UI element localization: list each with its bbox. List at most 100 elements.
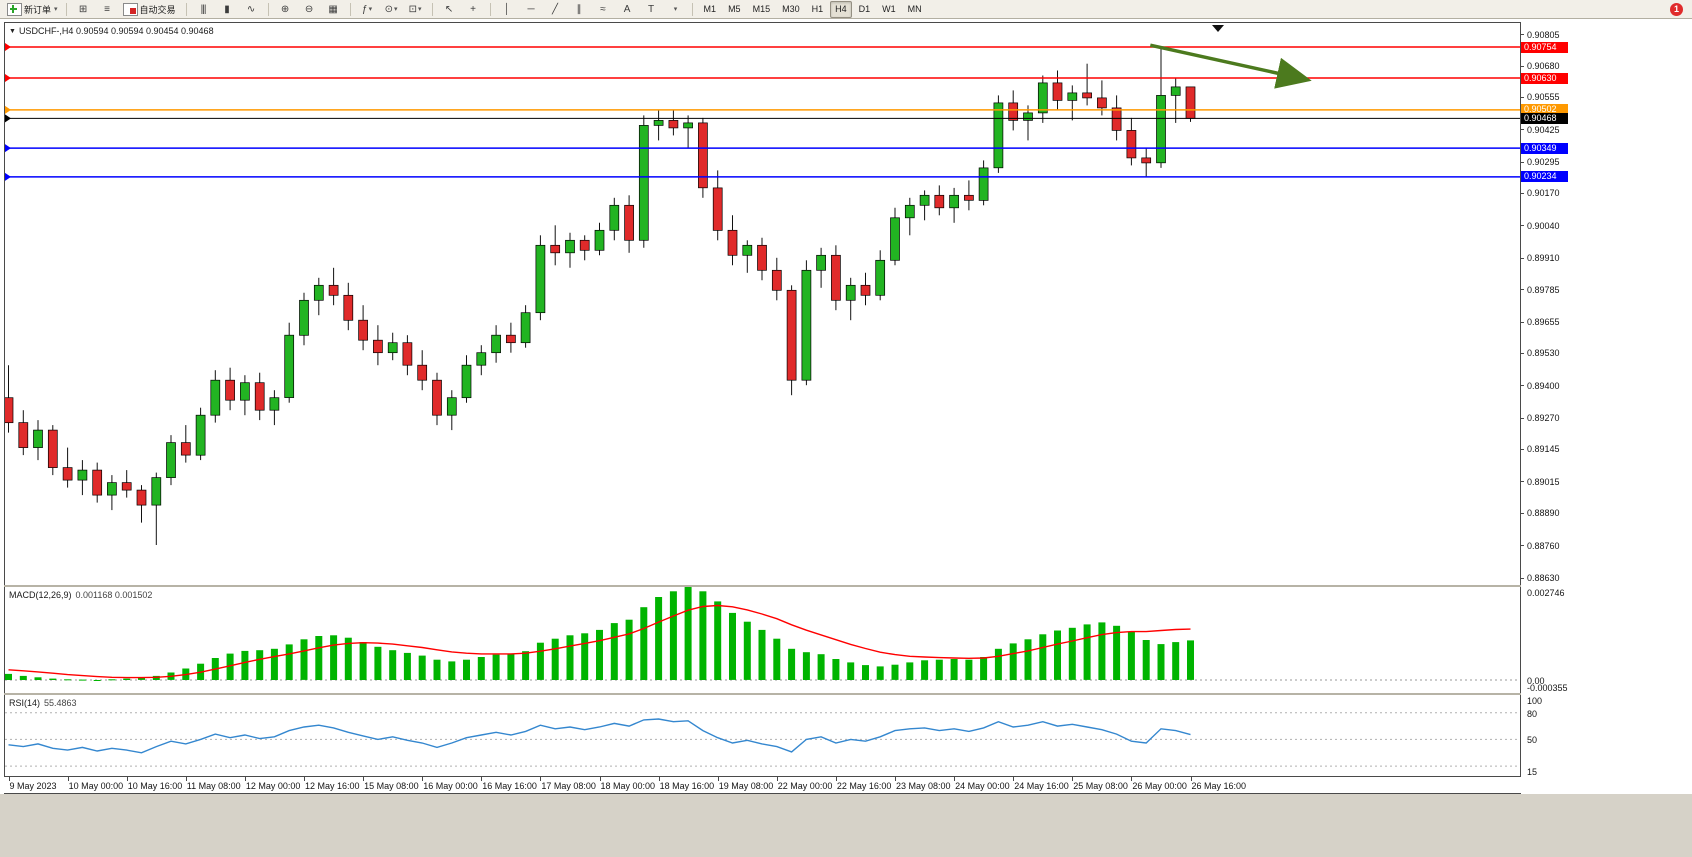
- zoom-out-button[interactable]: ⊖: [298, 1, 321, 18]
- price-axis-label: 0.90170: [1527, 188, 1560, 199]
- time-tick: [835, 777, 837, 781]
- periods-icon: ⊙: [384, 3, 393, 15]
- rsi-axis-label: 50: [1527, 735, 1538, 746]
- resistance-line-lower[interactable]: [5, 74, 1520, 82]
- axis-tick: [1521, 65, 1524, 67]
- support-line-upper[interactable]: [5, 144, 1520, 153]
- new-order-button[interactable]: 新订单 ▾: [4, 1, 61, 18]
- timeframe-button-m5[interactable]: M5: [728, 4, 741, 14]
- cursor-icon: ↖: [444, 3, 454, 15]
- collapse-triangle-icon[interactable]: ▼: [9, 27, 16, 35]
- time-tick: [540, 777, 542, 781]
- tile-windows-button[interactable]: ▦: [322, 1, 345, 18]
- timeframe-button-m1[interactable]: M1: [703, 4, 717, 14]
- axis-tick: [1521, 577, 1524, 579]
- profiles-button[interactable]: ≡: [96, 1, 119, 18]
- timeframe-button-w1[interactable]: W1: [882, 4, 896, 14]
- timeframe-button-m30[interactable]: M30: [782, 4, 800, 14]
- candlestick-chart-button[interactable]: ▮: [216, 1, 239, 18]
- zoom-in-button[interactable]: ⊕: [274, 1, 297, 18]
- pane-separator-rsi[interactable]: [4, 693, 1521, 695]
- notification-badge[interactable]: 1: [1670, 2, 1683, 16]
- price-tag-0.90754: 0.90754: [1521, 41, 1568, 53]
- crosshair-icon: +: [470, 3, 476, 15]
- rsi-axis-label: 15: [1527, 766, 1538, 777]
- macd-axis-label: 0.00: [1527, 676, 1545, 686]
- line-left-marker-icon: [5, 144, 11, 153]
- horizontal-line-button[interactable]: ─: [520, 1, 543, 18]
- horizontal-line-icon: ─: [527, 3, 535, 15]
- toolbar: 新订单 ▾ ⊞ ≡ 自动交易 ||| ▮ ∿ ⊕ ⊖ ▦ ƒ ▾ ⊙ ▾ ⊡ ▾: [0, 0, 1692, 19]
- bar-chart-button[interactable]: |||: [192, 1, 215, 18]
- time-axis-divider: [4, 776, 1572, 777]
- time-label: 22 May 00:00: [777, 781, 833, 791]
- vertical-line-button[interactable]: │: [496, 1, 519, 18]
- axis-tick: [1521, 481, 1524, 483]
- fibonacci-button[interactable]: ≈: [592, 1, 615, 18]
- price-tag-0.90502: 0.90502: [1521, 104, 1568, 116]
- candlestick-chart-icon: ▮: [224, 3, 230, 15]
- axis-tick: [1521, 352, 1524, 354]
- main-chart-plot[interactable]: [5, 23, 1520, 585]
- price-shift-marker-icon[interactable]: [1212, 25, 1224, 32]
- timeframe-button-d1[interactable]: D1: [858, 4, 871, 14]
- axis-tick: [1521, 129, 1524, 131]
- current-price-line[interactable]: [5, 114, 1520, 123]
- time-label: 24 May 00:00: [955, 781, 1010, 791]
- text-label-button[interactable]: T: [640, 1, 663, 18]
- timeframe-button-h4[interactable]: H4: [830, 0, 852, 18]
- objects-list-button[interactable]: ▾: [664, 1, 687, 18]
- channel-button[interactable]: ∥: [568, 1, 591, 18]
- time-label: 23 May 08:00: [896, 781, 951, 791]
- axis-tick: [1521, 385, 1524, 387]
- tile-windows-icon: ▦: [328, 3, 338, 15]
- templates-button[interactable]: ⊡ ▾: [404, 1, 427, 18]
- macd-plot[interactable]: [5, 587, 1520, 692]
- time-tick: [954, 777, 956, 781]
- macd-values: 0.001168 0.001502: [75, 590, 153, 600]
- time-label: 10 May 00:00: [68, 781, 124, 791]
- price-axis-label: 0.89785: [1527, 284, 1560, 295]
- indicators-button[interactable]: ƒ ▾: [356, 1, 379, 18]
- timeframe-button-mn[interactable]: MN: [907, 4, 922, 14]
- text-button[interactable]: A: [616, 1, 639, 18]
- price-axis-label: 0.88630: [1527, 573, 1560, 583]
- cursor-button[interactable]: ↖: [438, 1, 461, 18]
- axis-tick: [1521, 417, 1524, 419]
- time-axis[interactable]: 9 May 2023 10 May 00:00 10 May 16:00 11 May…: [4, 777, 1572, 793]
- trend-arrow[interactable]: [1149, 43, 1312, 89]
- time-label: 25 May 08:00: [1073, 781, 1128, 791]
- rsi-plot[interactable]: [5, 695, 1520, 775]
- autotrading-button[interactable]: 自动交易: [120, 1, 181, 18]
- line-chart-icon: ∿: [246, 3, 256, 15]
- price-tag-0.90349: 0.90349: [1521, 142, 1568, 154]
- axis-tick: [1521, 257, 1524, 259]
- periods-button[interactable]: ⊙ ▾: [380, 1, 403, 18]
- line-chart-button[interactable]: ∿: [240, 1, 263, 18]
- price-tag-0.90630: 0.90630: [1521, 72, 1568, 84]
- text-icon: A: [623, 3, 631, 15]
- rsi-value: 55.4863: [44, 698, 77, 708]
- time-tick: [1190, 777, 1192, 781]
- new-chart-button[interactable]: ⊞: [72, 1, 95, 18]
- rsi-name: RSI(14): [9, 698, 41, 708]
- pivot-line-orange[interactable]: [5, 105, 1520, 114]
- support-line-lower[interactable]: [5, 172, 1520, 181]
- axis-divider: [1520, 22, 1521, 794]
- time-tick: [185, 777, 187, 781]
- indicators-icon: ƒ: [362, 3, 368, 15]
- price-axis-label: 0.90680: [1527, 61, 1560, 71]
- time-tick: [363, 777, 365, 781]
- timeframe-button-m15[interactable]: M15: [752, 4, 771, 14]
- toolbar-separator: [267, 2, 269, 16]
- time-label: 10 May 16:00: [127, 781, 183, 791]
- axis-tick: [1521, 512, 1524, 514]
- pane-separator-macd[interactable]: [4, 585, 1521, 587]
- price-tag-0.90468: 0.90468: [1521, 112, 1568, 124]
- price-axis[interactable]: 0.90805 0.90680 0.90555 0.90425 0.90295 0.901…: [1521, 22, 1591, 794]
- crosshair-button[interactable]: +: [462, 1, 485, 18]
- templates-icon: ⊡: [408, 3, 417, 15]
- trendline-button[interactable]: ╱: [544, 1, 567, 18]
- resistance-line-upper[interactable]: [5, 43, 1520, 51]
- timeframe-button-h1[interactable]: H1: [811, 4, 824, 14]
